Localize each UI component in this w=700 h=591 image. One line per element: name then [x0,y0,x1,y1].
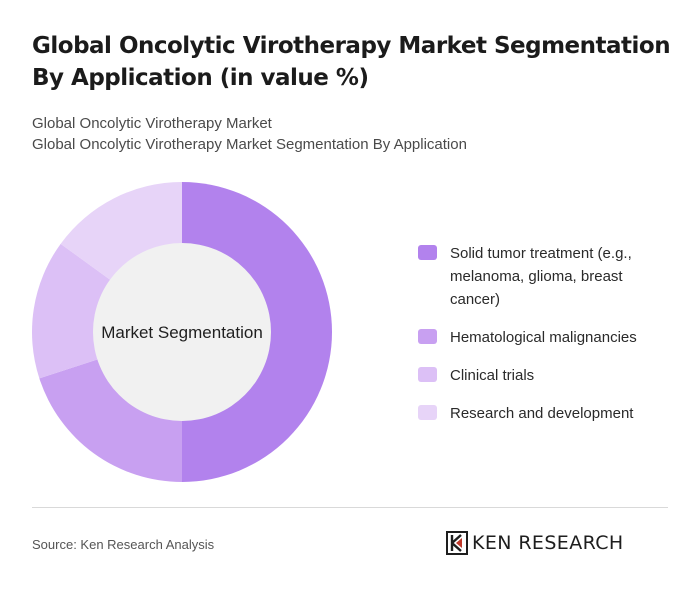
ken-research-logo-icon [446,531,468,555]
footer-divider [32,507,668,508]
source-note: Source: Ken Research Analysis [32,537,215,552]
legend-item-solid-tumor: Solid tumor treatment (e.g., melanoma, g… [418,242,668,311]
legend-label: Solid tumor treatment (e.g., melanoma, g… [450,245,632,308]
legend-swatch [418,405,437,420]
legend-label: Hematological malignancies [450,329,637,346]
chart-title: Global Oncolytic Virotherapy Market Segm… [32,33,671,91]
ken-research-logo-text: KEN RESEARCH [472,532,624,554]
legend-item-clinical-trials: Clinical trials [418,364,668,387]
subtitle-line: Global Oncolytic Virotherapy Market Segm… [32,136,467,153]
donut-center-label: Market Segmentation [101,323,263,342]
legend-swatch [418,245,437,260]
donut-hole [93,243,271,421]
legend-item-research-development: Research and development [418,402,668,425]
ken-research-logo: KEN RESEARCH [446,531,624,555]
legend-item-hematological: Hematological malignancies [418,326,668,349]
subtitle-block: Global Oncolytic Virotherapy Market Glob… [32,113,467,155]
legend-swatch [418,367,437,382]
chart-legend: Solid tumor treatment (e.g., melanoma, g… [418,242,668,440]
legend-swatch [418,329,437,344]
legend-label: Research and development [450,405,634,422]
subtitle-line: Global Oncolytic Virotherapy Market [32,115,272,132]
legend-label: Clinical trials [450,367,535,384]
donut-chart: Market Segmentation [31,182,332,482]
